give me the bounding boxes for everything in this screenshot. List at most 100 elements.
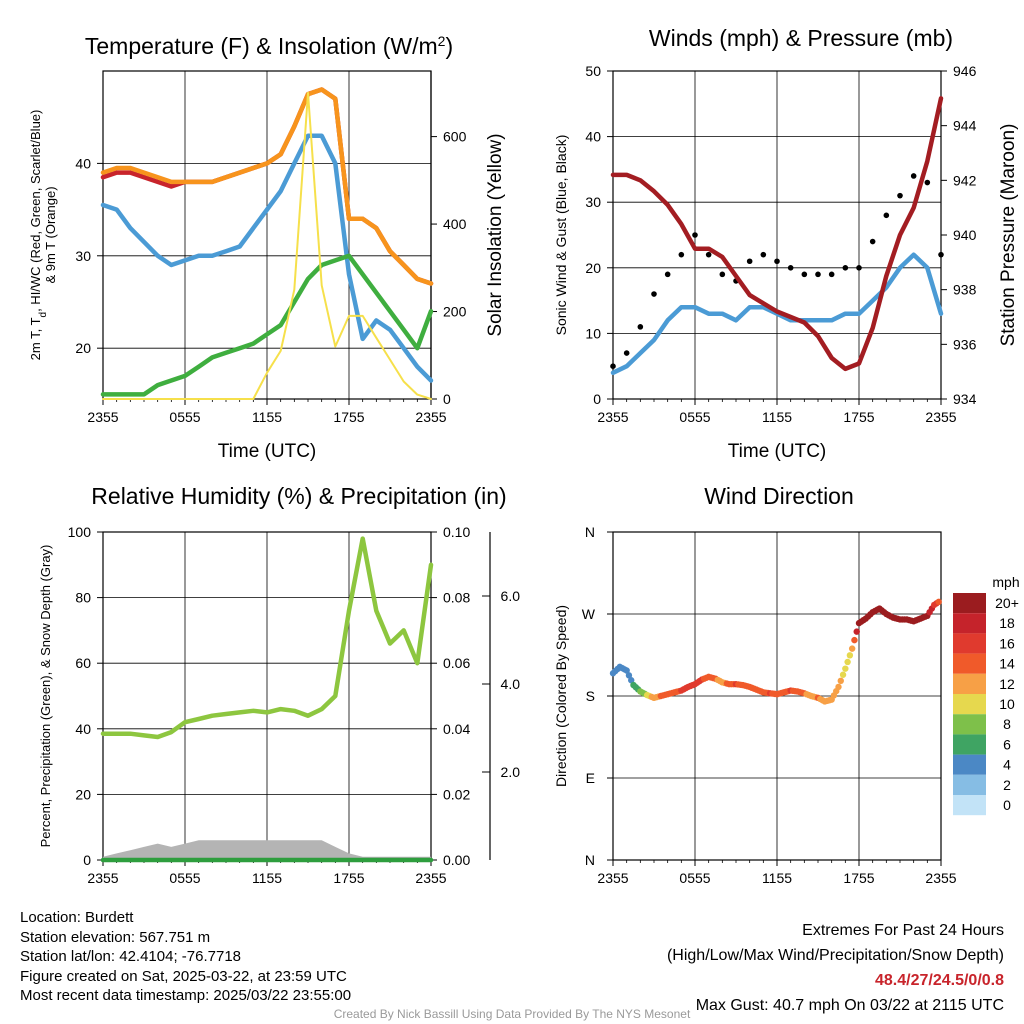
- winds-panel: 2355 0555 1155 1755 2355 0 10 20 30 40 50 934 936 938…: [553, 25, 1019, 462]
- gust-point: [637, 324, 644, 330]
- y-right-tick-label: 0.02: [443, 786, 470, 802]
- x-tick-label: 1755: [843, 409, 874, 425]
- y-tick-label: 20: [585, 260, 601, 276]
- gust-point: [623, 350, 630, 356]
- y-tick-label: E: [586, 770, 595, 786]
- series-line: [610, 96, 944, 372]
- y-right-tick-label: 940: [953, 227, 977, 243]
- series-line: [100, 133, 434, 383]
- legend-swatch: [953, 613, 986, 634]
- y-right-tick-label: 942: [953, 172, 977, 188]
- direction-point: [935, 598, 942, 606]
- gust-point: [610, 363, 616, 370]
- y-tick-label: 30: [75, 248, 91, 264]
- y-right-tick-label: 600: [443, 129, 467, 145]
- legend-swatch: [953, 734, 986, 755]
- gust-point: [774, 258, 780, 265]
- y-tick-label: N: [585, 524, 595, 540]
- gust-point: [869, 238, 876, 245]
- max-gust-text: Max Gust: 40.7 mph On 03/22 at 2115 UTC: [695, 997, 1004, 1014]
- direction-point: [851, 636, 858, 644]
- y-tick-label: 30: [585, 194, 601, 210]
- legend-label: 2: [1003, 777, 1011, 793]
- gust-point: [719, 271, 726, 278]
- legend-swatch: [953, 593, 986, 614]
- y-tick-label: 20: [75, 786, 91, 802]
- gust-point: [760, 251, 767, 258]
- legend-label: 0: [1003, 797, 1011, 813]
- y-label-right-text: Station Pressure (Maroon): [998, 124, 1019, 347]
- x-tick-label: 1755: [333, 409, 364, 425]
- legend-swatch: [953, 673, 986, 694]
- gust-point: [938, 251, 944, 258]
- y-right-tick-label: 0.06: [443, 655, 470, 671]
- y-right-tick-label: 0: [443, 391, 451, 407]
- panel-title-humidity: Relative Humidity (%) & Precipitation (i…: [91, 483, 506, 509]
- y-right-tick-label: 400: [443, 216, 467, 232]
- x-tick-label: 2355: [415, 870, 446, 886]
- y-tick-label: 40: [585, 129, 601, 145]
- y-right-tick-label: 0.00: [443, 852, 470, 868]
- legend-label: 12: [999, 676, 1015, 692]
- gust-point: [897, 192, 903, 199]
- snow-tick-label: 6.0: [501, 588, 521, 604]
- y-tick-label: W: [582, 606, 596, 622]
- x-tick-label: 1155: [252, 870, 282, 886]
- gust-point: [842, 265, 849, 271]
- temperature-panel: 2355 0555 1155 1755 23552030400200400600Temp…: [28, 33, 506, 462]
- y-tick-label: 40: [75, 155, 91, 171]
- x-tick-label: 1155: [762, 870, 792, 886]
- y-tick-label: 10: [585, 325, 601, 341]
- snow-tick-label: 4.0: [501, 676, 521, 692]
- y-axis-label-left: Percent, Precipitation (Green), & Snow D…: [38, 545, 53, 848]
- y-tick-label: N: [585, 852, 595, 868]
- gust-point: [705, 251, 712, 258]
- humidity-panel: 2355 0555 1155 1755 2355 0 20 40 60 80 100 0.00 0.02…: [38, 483, 520, 886]
- legend-label: 20+: [995, 595, 1019, 611]
- y-axis-label-left: Sonic Wind & Gust (Blue, Black): [553, 135, 569, 336]
- legend-swatch: [953, 633, 986, 654]
- extremes-box: Extremes For Past 24 Hours (High/Low/Max…: [667, 918, 1004, 1018]
- panel-title-direction: Wind Direction: [704, 483, 854, 509]
- legend-swatch: [953, 694, 986, 715]
- gust-point: [856, 265, 862, 271]
- gust-point: [664, 271, 671, 278]
- legend-label: 16: [999, 635, 1015, 651]
- y-label-line1: 2m T, Td, HI/WC (Red, Green, Scarlet/Blu…: [28, 110, 49, 361]
- direction-point: [628, 677, 635, 684]
- y-tick-label: 40: [75, 721, 91, 737]
- y-label-line2: & 9m T (Orange): [43, 186, 58, 283]
- direction-point: [848, 645, 856, 652]
- series-line: [100, 536, 434, 740]
- x-tick-label: 2355: [87, 409, 118, 425]
- y-right-tick-label: 946: [953, 63, 977, 79]
- legend-label: 6: [1003, 736, 1011, 752]
- snow-depth-area: [103, 840, 431, 860]
- panel-title-winds: Winds (mph) & Pressure (mb): [649, 25, 953, 51]
- x-tick-label: 0555: [169, 409, 200, 425]
- x-tick-label: 2355: [925, 409, 956, 425]
- y-right-tick-label: 200: [443, 304, 467, 320]
- y-label-left-text: Sonic Wind & Gust (Blue, Black): [553, 135, 569, 336]
- legend-label: 18: [999, 615, 1015, 631]
- credit-text: Created By Nick Bassill Using Data Provi…: [333, 1007, 691, 1021]
- gust-point: [924, 179, 931, 186]
- direction-point: [623, 667, 630, 674]
- series-line: [102, 91, 432, 400]
- recent-timestamp-text: Most recent data timestamp: 2025/03/22 2…: [20, 987, 352, 1004]
- gust-point: [910, 173, 917, 179]
- y-right-tick-label: 0.08: [443, 590, 470, 606]
- legend-label: 14: [999, 656, 1015, 672]
- gust-point: [678, 251, 685, 258]
- meteogram-figure: 2355 0555 1155 1755 23552030400200400600Temp…: [28, 25, 1020, 886]
- y-axis-label-left: Direction (Colored By Speed): [553, 605, 569, 787]
- extremes-values: 48.4/27/24.5/0/0.8: [875, 972, 1004, 989]
- y-axis-label-right: Solar Insolation (Yellow): [485, 133, 506, 336]
- y-tick-label: 50: [585, 63, 601, 79]
- x-tick-label: 0555: [169, 870, 200, 886]
- y-tick-label: 20: [75, 340, 91, 356]
- x-tick-label: 1755: [843, 870, 874, 886]
- x-tick-label: 2355: [597, 409, 628, 425]
- series-line: [100, 253, 434, 397]
